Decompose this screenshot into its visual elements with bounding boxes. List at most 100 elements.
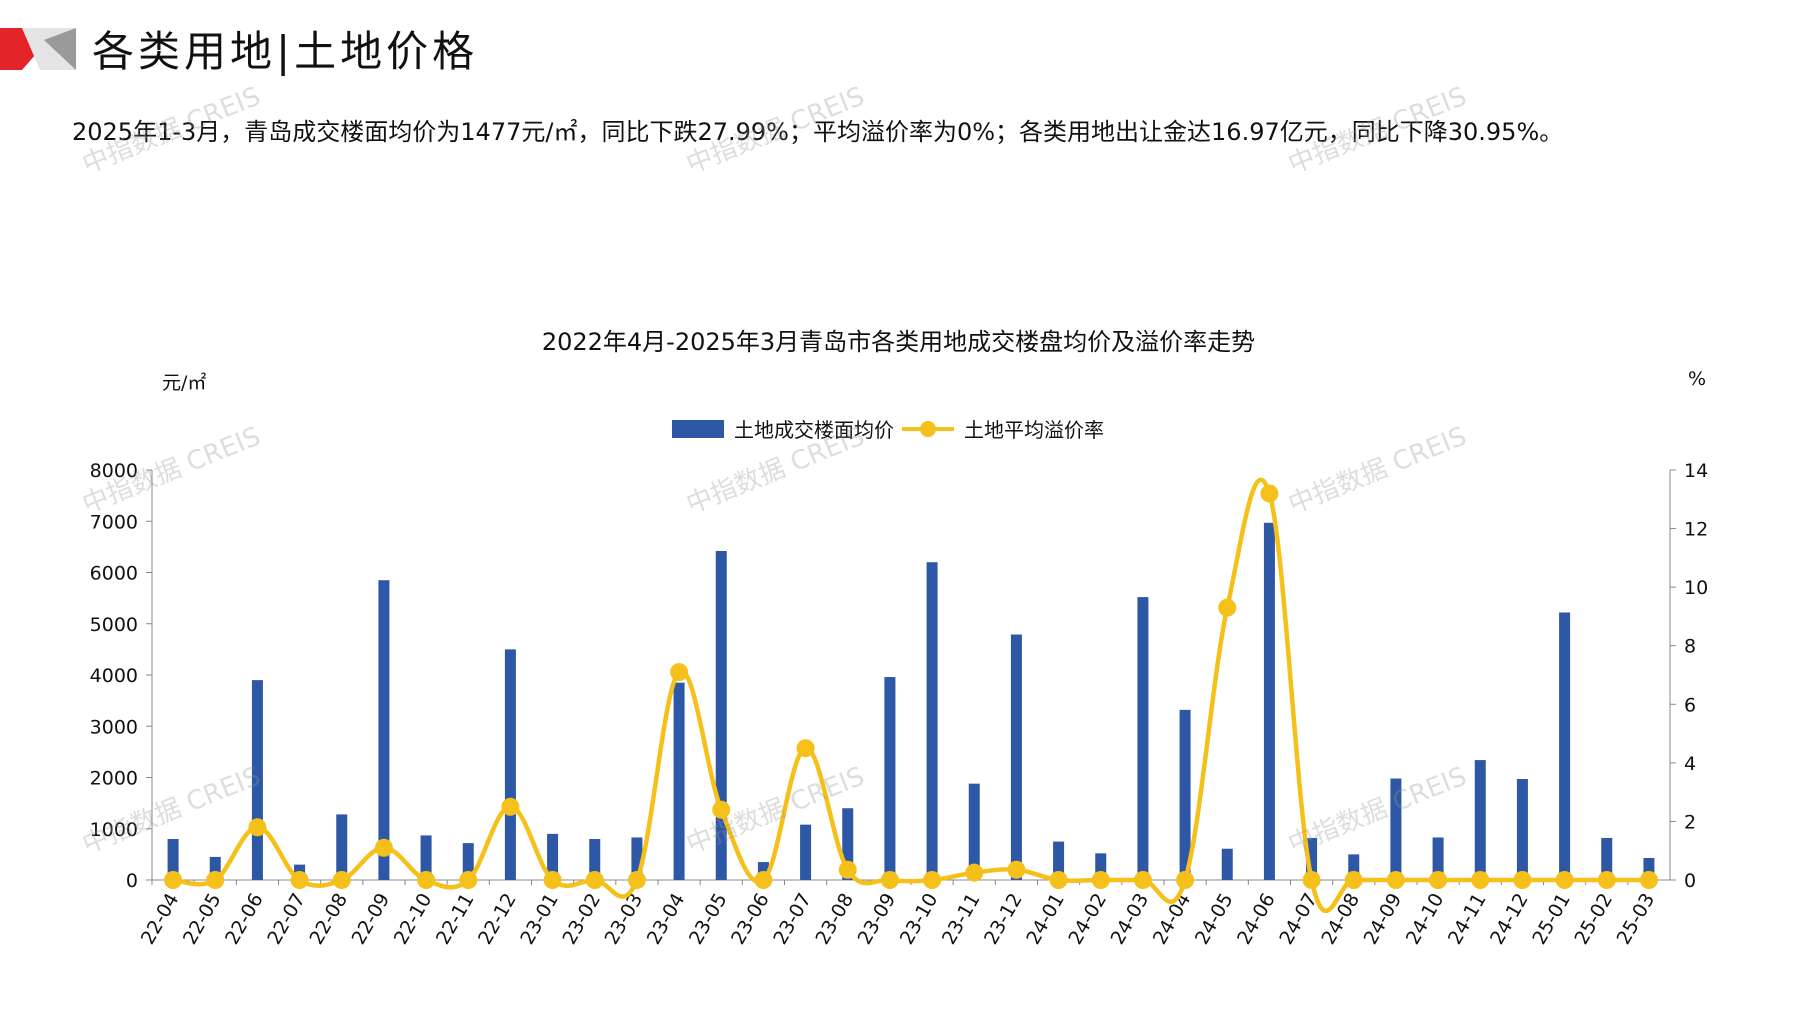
premium-rate-point [501, 797, 520, 816]
premium-rate-point [1302, 871, 1321, 889]
x-tick-label: 24-02 [1064, 890, 1111, 949]
y-right-unit: % [1688, 368, 1707, 390]
legend-item-line: 土地平均溢价率 [902, 414, 1104, 443]
chart-title: 2022年4月-2025年3月青岛市各类用地成交楼盘均价及溢价率走势 [541, 328, 1256, 356]
x-tick-label: 25-02 [1570, 890, 1617, 949]
bar [1643, 857, 1655, 880]
bar [504, 649, 516, 880]
y-right-tick-label: 14 [1684, 460, 1708, 482]
bar [1053, 841, 1065, 880]
bar [1390, 778, 1402, 880]
premium-rate-point [374, 838, 393, 857]
premium-rate-point [1513, 871, 1532, 889]
premium-rate-point [164, 871, 183, 889]
premium-rate-point [585, 871, 604, 889]
premium-rate-point [965, 863, 984, 882]
premium-rate-point [1049, 871, 1068, 889]
x-tick-label: 22-08 [305, 890, 352, 949]
legend-swatch-line [902, 420, 954, 438]
x-tick-label: 23-06 [727, 890, 774, 949]
x-tick-label: 23-10 [896, 890, 943, 949]
premium-rate-point [1597, 871, 1616, 889]
premium-rate-point [796, 739, 815, 758]
y-right-tick-label: 10 [1684, 577, 1708, 599]
y-right-tick-label: 12 [1684, 519, 1708, 541]
x-tick-label: 24-08 [1317, 890, 1364, 949]
premium-rate-point [206, 871, 225, 889]
bar [378, 580, 390, 880]
x-tick-label: 22-12 [474, 890, 521, 949]
x-tick-label: 24-01 [1022, 890, 1069, 949]
premium-rate-point [1176, 871, 1195, 889]
premium-rate-point [290, 871, 309, 889]
y-left-tick-label: 3000 [90, 716, 138, 738]
bar [800, 824, 812, 880]
bar [1263, 522, 1275, 880]
bar [1179, 709, 1191, 880]
bar [1137, 597, 1149, 880]
premium-rate-point [1260, 484, 1279, 503]
x-tick-label: 24-09 [1360, 890, 1407, 949]
summary-text: 2025年1-3月，青岛成交楼面均价为1477元/㎡，同比下跌27.99%；平均… [72, 118, 1564, 146]
bar [842, 808, 854, 880]
x-tick-label: 23-08 [811, 890, 858, 949]
y-left-unit: 元/㎡ [162, 372, 207, 394]
bar [1348, 854, 1360, 880]
premium-rate-point [1091, 871, 1110, 889]
bar [462, 843, 474, 880]
bar [209, 856, 221, 880]
legend-swatch-bar [672, 419, 724, 438]
bar [589, 839, 601, 880]
bar [251, 680, 263, 880]
x-tick-label: 24-03 [1107, 890, 1154, 949]
premium-rate-point [417, 871, 436, 889]
y-right-tick-label: 4 [1684, 753, 1696, 775]
x-tick-label: 24-06 [1233, 890, 1280, 949]
x-tick-label: 22-07 [263, 890, 310, 949]
page-title: 各类用地|土地价格 [92, 27, 479, 76]
x-tick-label: 22-10 [390, 890, 437, 949]
bar [1559, 612, 1571, 880]
x-tick-label: 24-10 [1402, 890, 1449, 949]
premium-rate-point [1007, 860, 1026, 879]
premium-rate-point [1386, 871, 1405, 889]
x-tick-label: 24-11 [1444, 890, 1491, 949]
bar [884, 677, 896, 880]
premium-rate-point [1344, 871, 1363, 889]
premium-rate-point [1555, 871, 1574, 889]
bar [547, 833, 559, 880]
premium-rate-point [459, 871, 478, 889]
x-tick-label: 22-04 [137, 890, 184, 949]
premium-rate-point [1471, 871, 1490, 889]
x-tick-label: 22-05 [179, 890, 226, 949]
x-tick-label: 23-02 [558, 890, 605, 949]
x-tick-label: 23-11 [938, 890, 985, 949]
premium-rate-point [1218, 598, 1237, 617]
premium-rate-point [754, 871, 773, 889]
premium-rate-point [923, 871, 942, 889]
premium-rate-line [172, 477, 1649, 914]
bar [968, 783, 980, 880]
x-tick-label: 23-05 [685, 890, 732, 949]
corner-logo-mark [0, 28, 76, 70]
bar [1432, 837, 1444, 880]
bar [1221, 848, 1233, 880]
premium-rate-point [1429, 871, 1448, 889]
premium-rate-point [248, 818, 267, 837]
y-right-tick-label: 0 [1684, 870, 1696, 892]
bar [715, 550, 727, 880]
bar [1010, 634, 1022, 880]
bar [420, 835, 432, 880]
y-right-tick-label: 8 [1684, 636, 1696, 658]
chart-legend: 土地成交楼面均价 土地平均溢价率 [672, 414, 1112, 443]
premium-rate-point [627, 871, 646, 889]
bar [631, 837, 643, 880]
x-tick-label: 23-07 [769, 890, 816, 949]
x-tick-label: 24-04 [1149, 890, 1196, 949]
y-left-tick-label: 1000 [90, 819, 138, 841]
legend-label-bar: 土地成交楼面均价 [734, 418, 894, 442]
x-tick-label: 25-03 [1613, 890, 1660, 949]
bar [1516, 779, 1528, 880]
x-tick-label: 23-12 [980, 890, 1027, 949]
bar [1601, 837, 1613, 880]
